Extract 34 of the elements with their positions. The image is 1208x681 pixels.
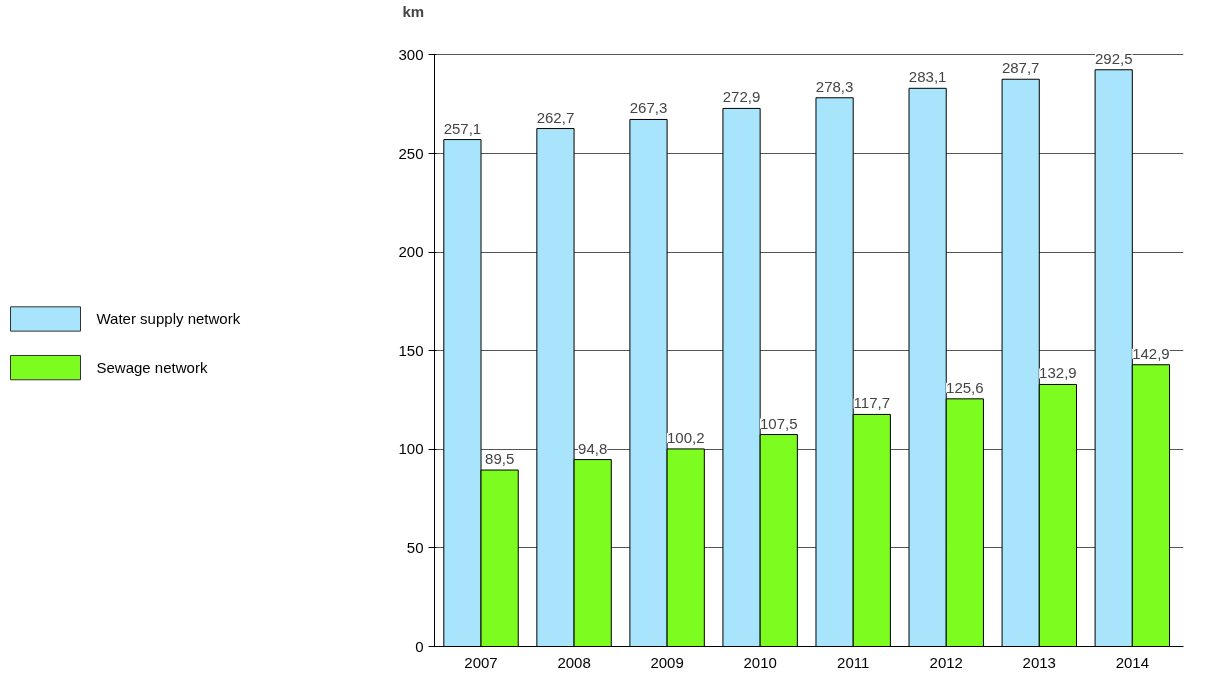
x-tick-label: 2012 — [929, 653, 963, 671]
x-tick-label: 2007 — [464, 653, 498, 671]
data-label: 125,6 — [946, 378, 984, 396]
x-tick-label: 2009 — [650, 653, 684, 671]
data-label: 262,7 — [536, 108, 575, 126]
data-label: 287,7 — [1001, 59, 1040, 77]
x-tick-label: 2014 — [1115, 653, 1150, 671]
y-tick-label: 50 — [406, 538, 424, 556]
data-label: 107,5 — [759, 414, 798, 432]
data-label: 292,5 — [1094, 49, 1133, 67]
data-label: 272,9 — [722, 88, 761, 106]
data-label: 267,3 — [629, 99, 668, 117]
legend-label: Sewage network — [96, 359, 208, 377]
y-tick-label: 0 — [415, 637, 424, 655]
y-tick-label: 100 — [398, 440, 424, 458]
y-tick-label: 300 — [398, 45, 424, 63]
y-axis-title: km — [402, 2, 425, 20]
data-label: 132,9 — [1039, 364, 1077, 382]
legend-label: Water supply network — [96, 310, 241, 328]
data-label: 283,1 — [908, 68, 947, 86]
x-tick-label: 2008 — [557, 653, 591, 671]
data-label: 257,1 — [443, 119, 482, 137]
data-label: 278,3 — [815, 77, 854, 95]
data-label: 142,9 — [1132, 344, 1170, 362]
data-label: 100,2 — [666, 428, 705, 446]
y-tick-label: 200 — [398, 243, 424, 261]
x-tick-label: 2010 — [743, 653, 777, 671]
data-label: 94,8 — [578, 439, 608, 457]
data-label: 117,7 — [853, 394, 891, 412]
x-tick-label: 2011 — [837, 653, 870, 671]
data-label: 89,5 — [485, 450, 515, 468]
x-tick-label: 2013 — [1022, 653, 1056, 671]
y-tick-label: 150 — [398, 341, 424, 359]
y-tick-label: 250 — [398, 144, 424, 162]
